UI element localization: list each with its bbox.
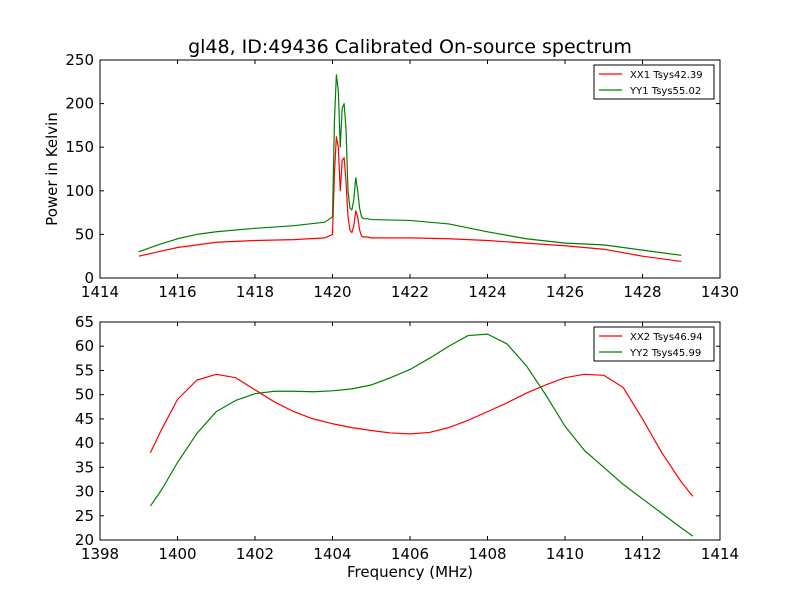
- top-x-tick-label: 1414: [81, 283, 119, 301]
- top-legend-label: YY1 Tsys55.02: [629, 86, 701, 97]
- bottom-x-axis-label: Frequency (MHz): [347, 563, 473, 581]
- bottom-y-tick-label: 40: [75, 434, 94, 452]
- bottom-x-tick-label: 1406: [391, 545, 429, 563]
- bottom-x-tick-label: 1404: [313, 545, 351, 563]
- bottom-x-tick-label: 1402: [236, 545, 274, 563]
- bottom-y-tick-label: 60: [75, 337, 94, 355]
- top-x-tick-label: 1418: [236, 283, 274, 301]
- top-legend-box: [593, 64, 715, 100]
- top-y-tick-label: 250: [65, 51, 94, 69]
- top-x-tick-label: 1416: [158, 283, 196, 301]
- top-x-tick-label: 1428: [623, 283, 661, 301]
- bottom-legend-box: [593, 326, 715, 362]
- bottom-legend-label: YY2 Tsys45.99: [629, 348, 701, 359]
- top-y-axis-label: Power in Kelvin: [43, 112, 61, 226]
- bottom-x-tick-label: 1398: [81, 545, 119, 563]
- bottom-series-line-1: [149, 373, 694, 497]
- bottom-series-line-2: [149, 333, 694, 537]
- bottom-legend: XX2 Tsys46.94 YY2 Tsys45.99: [593, 326, 715, 362]
- bottom-x-tick-label: 1400: [158, 545, 196, 563]
- top-series-line-1: [138, 136, 682, 263]
- top-series-line-2: [138, 74, 682, 256]
- bottom-y-tick-label: 30: [75, 483, 94, 501]
- top-legend: XX1 Tsys42.39 YY1 Tsys55.02: [593, 64, 715, 100]
- bottom-y-tick-label: 50: [75, 386, 94, 404]
- bottom-plot-panel: 1398 1400 1402 1404 1406 1408 1410 1412 1414 20 25…: [75, 313, 739, 581]
- bottom-x-tick-label: 1408: [468, 545, 506, 563]
- bottom-y-tick-label: 45: [75, 410, 94, 428]
- top-y-tick-label: 200: [65, 95, 94, 113]
- figure-title: gl48, ID:49436 Calibrated On-source spec…: [188, 36, 632, 58]
- top-x-tick-label: 1430: [701, 283, 739, 301]
- bottom-x-tick-label: 1412: [623, 545, 661, 563]
- top-x-tick-label: 1420: [313, 283, 351, 301]
- top-y-tick-label: 50: [75, 225, 94, 243]
- top-x-tick-label: 1422: [391, 283, 429, 301]
- top-x-tick-label: 1424: [468, 283, 506, 301]
- bottom-y-tick-label: 55: [75, 361, 94, 379]
- bottom-y-tick-label: 25: [75, 507, 94, 525]
- top-legend-label: XX1 Tsys42.39: [630, 70, 703, 81]
- top-x-tick-label: 1426: [546, 283, 584, 301]
- bottom-y-tick-label: 20: [75, 531, 94, 549]
- bottom-y-tick-label: 65: [75, 313, 94, 331]
- top-plot-panel: 1414 1416 1418 1420 1422 1424 1426 1428 1430 0 50 1…: [43, 51, 739, 301]
- bottom-legend-label: XX2 Tsys46.94: [630, 332, 703, 343]
- top-y-tick-label: 100: [65, 182, 94, 200]
- bottom-x-tick-label: 1410: [546, 545, 584, 563]
- bottom-y-tick-label: 35: [75, 458, 94, 476]
- bottom-x-tick-label: 1414: [701, 545, 739, 563]
- top-y-tick-label: 0: [84, 269, 94, 287]
- top-y-tick-label: 150: [65, 138, 94, 156]
